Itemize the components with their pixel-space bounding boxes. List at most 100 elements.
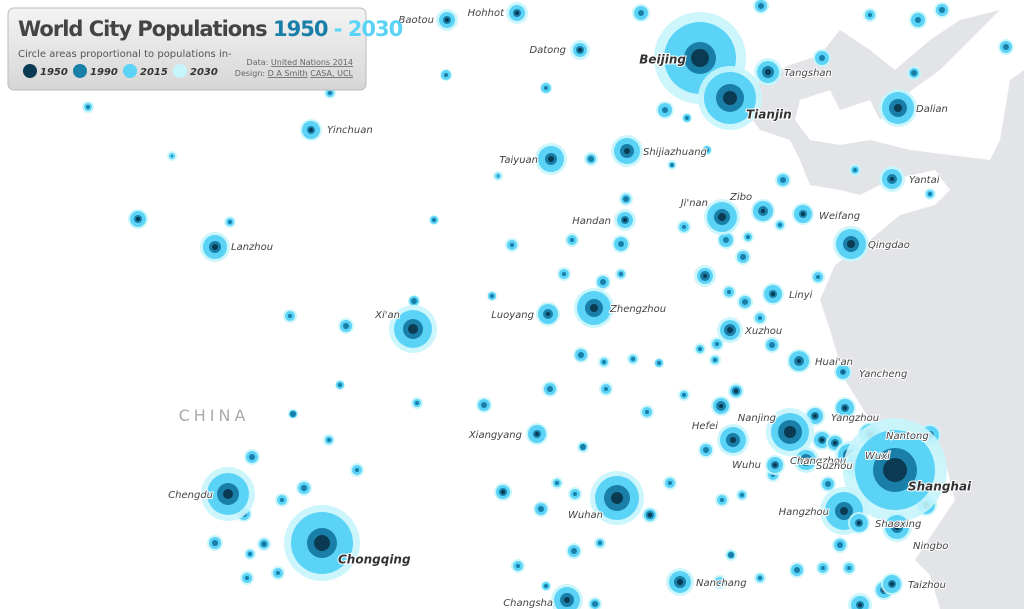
city-circle xyxy=(858,603,862,607)
city-circle xyxy=(847,240,855,248)
city-circle xyxy=(847,566,851,570)
data-credit: Data: United Nations 2014 xyxy=(247,58,353,67)
city-label: Taizhou xyxy=(908,580,946,591)
design-credit: Design: D A Smith CASA, UCL xyxy=(235,69,354,78)
city-circle xyxy=(445,18,449,22)
city-label: Nanchang xyxy=(696,578,747,589)
city-circle xyxy=(698,347,702,351)
title-year-to: 2030 xyxy=(348,17,403,41)
city-circle xyxy=(611,492,623,504)
city-label: Ji'nan xyxy=(679,198,708,209)
city-circle xyxy=(1003,44,1009,50)
city-circle xyxy=(939,7,945,13)
city-circle xyxy=(894,524,900,530)
city-label: Nantong xyxy=(886,431,929,442)
city-circle xyxy=(740,254,746,260)
city-label: Zibo xyxy=(729,192,752,203)
city-circle xyxy=(713,358,717,362)
city-circle xyxy=(490,294,494,298)
city-circle xyxy=(570,238,574,242)
city-label: Suzhou xyxy=(816,461,853,472)
city-circle xyxy=(662,107,668,113)
city-label: Nanjing xyxy=(738,413,776,424)
city-circle xyxy=(670,163,674,167)
city-circle xyxy=(588,156,594,162)
city-circle xyxy=(803,457,809,463)
city-label: Linyi xyxy=(789,290,813,301)
city-circle xyxy=(857,521,861,525)
city-circle xyxy=(794,567,800,573)
city-circle xyxy=(928,192,932,196)
city-label: Zhengzhou xyxy=(609,304,666,315)
city-circle xyxy=(623,196,629,202)
legend-swatch xyxy=(123,64,137,78)
legend-label: 2015 xyxy=(140,67,168,78)
city-circle xyxy=(86,105,90,109)
legend-panel xyxy=(7,7,367,91)
city-labels: Baotou Hohhot Datong Beijing Tangshan Tianjin… xyxy=(167,7,973,609)
city-circle xyxy=(677,579,683,585)
city-circle xyxy=(592,601,598,607)
city-circle xyxy=(758,576,762,580)
city-circle xyxy=(248,552,252,556)
city-circle xyxy=(623,218,627,222)
city-label: Beijing xyxy=(639,53,686,67)
city-circle xyxy=(718,580,722,584)
city-circle xyxy=(682,393,686,397)
city-circle xyxy=(548,156,554,162)
city-circle xyxy=(894,104,902,112)
city-circle xyxy=(309,128,313,132)
city-circle xyxy=(778,223,782,227)
legend: 1950 1990 2015 2030 xyxy=(23,64,218,78)
city-circle xyxy=(842,371,844,373)
city-circle xyxy=(501,490,505,494)
city-circle xyxy=(212,244,218,250)
city-circle xyxy=(833,441,837,445)
city-circle xyxy=(562,272,566,276)
city-circle xyxy=(544,584,548,588)
city-circle xyxy=(657,361,661,365)
city-circle xyxy=(343,323,349,329)
institution[interactable]: CASA, UCL xyxy=(310,69,353,78)
city-label: Luoyang xyxy=(491,310,534,321)
city-circle xyxy=(301,485,307,491)
city-circle xyxy=(547,386,553,392)
city-circle xyxy=(703,447,709,453)
city-circle xyxy=(648,513,652,517)
city-circle xyxy=(580,444,586,450)
city-circle xyxy=(742,299,748,305)
city-label: Qingdao xyxy=(868,240,910,251)
city-circle xyxy=(573,492,577,496)
city-circle xyxy=(497,175,499,177)
city-label: Wuhan xyxy=(568,510,603,521)
city-circle xyxy=(668,481,672,485)
city-circle xyxy=(780,177,786,183)
city-circle xyxy=(728,552,734,558)
city-circle xyxy=(820,438,824,442)
city-circle xyxy=(604,387,608,391)
data-source[interactable]: United Nations 2014 xyxy=(271,58,353,67)
city-label: Hangzhou xyxy=(779,507,829,518)
city-label: Yinchuan xyxy=(327,125,373,136)
city-label: Shanghai xyxy=(908,480,972,494)
city-circle xyxy=(840,507,848,515)
legend-swatch xyxy=(23,64,37,78)
designer[interactable]: D A Smith xyxy=(268,69,308,78)
city-label: Chongqing xyxy=(338,553,411,567)
city-label: Tianjin xyxy=(746,108,792,122)
city-circle xyxy=(723,237,729,243)
city-label: Shaoxing xyxy=(875,519,921,530)
city-circle xyxy=(771,292,775,296)
city-circle xyxy=(338,383,342,387)
city-circle xyxy=(328,91,332,95)
city-circle xyxy=(171,155,173,157)
sea xyxy=(745,0,1024,609)
city-circle xyxy=(571,548,577,554)
subtitle: Circle areas proportional to populations… xyxy=(18,49,232,60)
city-circle xyxy=(719,404,723,408)
city-label: Handan xyxy=(572,216,611,227)
city-label: Tangshan xyxy=(784,68,832,79)
city-circle xyxy=(773,463,777,467)
legend-label: 1990 xyxy=(90,67,118,78)
